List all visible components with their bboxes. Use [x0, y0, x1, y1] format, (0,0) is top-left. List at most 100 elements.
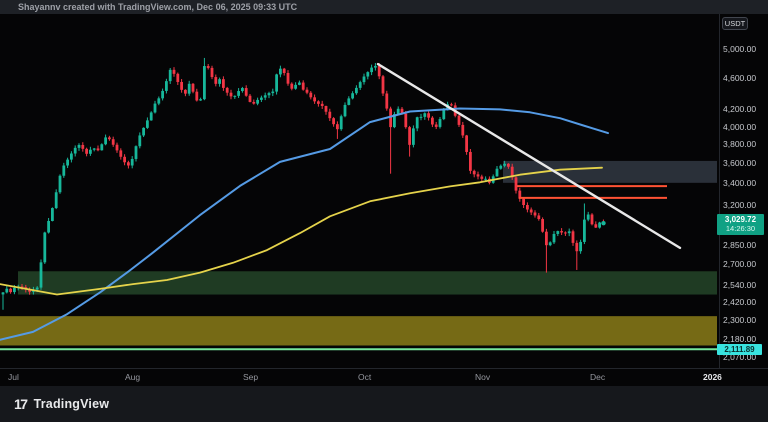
candle-body	[191, 83, 195, 92]
footer-bar: 17 TradingView	[0, 386, 768, 422]
candle-body	[309, 92, 313, 98]
candle-body	[210, 67, 214, 78]
candle-body	[108, 137, 111, 140]
candle-body	[244, 88, 248, 96]
candle-body	[35, 287, 39, 290]
price-tick-label: 4,200.00	[723, 104, 757, 115]
candle-body	[157, 98, 161, 104]
candle-body	[104, 137, 107, 145]
candle-body	[366, 72, 370, 77]
price-tick-label: 2,850.00	[723, 240, 757, 251]
candle-body	[583, 219, 586, 242]
price-tick-label: 3,800.00	[723, 139, 757, 150]
candle-body	[9, 288, 12, 293]
candle-body	[290, 83, 294, 89]
tradingview-wordmark[interactable]: TradingView	[33, 397, 110, 411]
candle-body	[248, 95, 252, 102]
candle-body	[381, 76, 385, 94]
price-tick-label: 3,200.00	[723, 199, 757, 210]
tradingview-logo-icon[interactable]: 17	[14, 396, 28, 412]
candle-body	[222, 79, 225, 88]
candle-body	[594, 224, 598, 228]
candle-body	[275, 74, 278, 92]
candle-body	[526, 205, 529, 210]
candle-body	[43, 232, 47, 263]
candle-body	[313, 97, 316, 102]
candle-body	[567, 231, 571, 234]
candle-body	[499, 165, 503, 169]
candle-body	[427, 113, 430, 118]
candle-body	[54, 192, 58, 209]
candle-body	[442, 110, 446, 120]
price-tick-label: 2,070.00	[723, 351, 757, 362]
price-tick-label: 2,180.00	[723, 333, 757, 344]
candle-body	[100, 144, 104, 151]
candle-body	[298, 82, 301, 85]
candle-body	[484, 178, 487, 180]
candle-body	[127, 162, 130, 166]
time-tick-label: Aug	[125, 372, 141, 382]
candle-body	[89, 149, 92, 154]
candle-body	[85, 148, 88, 154]
candle-body	[206, 66, 210, 68]
candle-body	[431, 117, 434, 125]
candle-body	[199, 99, 202, 101]
demand-zone[interactable]	[18, 271, 717, 295]
time-axis-separator	[0, 368, 768, 369]
candle-body	[237, 91, 240, 96]
candle-body	[62, 165, 66, 176]
candle-body	[225, 87, 229, 93]
candle-body	[518, 190, 522, 199]
candle-body	[301, 82, 305, 90]
price-axis-separator	[719, 14, 720, 368]
supply-zone[interactable]	[503, 160, 717, 183]
time-axis[interactable]: Jul Aug Sep Oct Nov Dec 2026	[0, 369, 722, 386]
alert-price-badge: 2,111.89	[717, 343, 762, 355]
ma-blue-line	[0, 107, 609, 341]
candle-body	[347, 98, 351, 105]
candle-body	[184, 89, 187, 94]
candle-body	[172, 69, 176, 74]
candle-body	[541, 219, 544, 232]
candle-body	[529, 209, 533, 213]
candle-body	[241, 88, 244, 92]
candle-body	[20, 286, 24, 288]
time-tick-label: Jul	[8, 372, 19, 382]
candle-body	[294, 84, 297, 89]
attribution-text: Shayannv created with TradingView.com, D…	[18, 2, 298, 12]
candle-body	[476, 174, 480, 177]
candle-body	[138, 135, 142, 147]
price-tick-label: 2,700.00	[723, 258, 757, 269]
candle-body	[370, 67, 373, 73]
candle-body	[180, 81, 183, 90]
candle-body	[480, 176, 484, 179]
last-price-badge: 3,029.72 14:26:30	[717, 214, 764, 236]
candle-body	[149, 112, 153, 121]
time-tick-label: Sep	[243, 372, 259, 382]
candle-body	[469, 151, 472, 171]
candle-body	[510, 166, 514, 178]
bar-countdown: 14:26:30	[725, 224, 756, 234]
candle-body	[233, 95, 237, 97]
last-price-dot	[601, 220, 606, 226]
candle-body	[28, 289, 31, 292]
candle-body	[419, 116, 423, 118]
candle-body	[260, 97, 263, 100]
candle-body	[70, 153, 73, 160]
candle-body	[263, 95, 267, 98]
candle-body	[408, 127, 411, 145]
currency-toggle-button[interactable]: USDT	[722, 17, 748, 30]
candle-body	[404, 113, 408, 128]
trendline[interactable]	[376, 62, 682, 250]
price-axis[interactable]: 5,000.00 4,600.00 4,200.00 4,000.00 3,800.00…	[720, 14, 768, 368]
time-tick-label: Nov	[475, 372, 491, 382]
candle-body	[92, 148, 96, 150]
candle-body	[461, 124, 465, 136]
price-tick-label: 2,300.00	[723, 314, 757, 325]
candle-body	[465, 135, 468, 152]
candle-body	[165, 81, 168, 91]
lower-demand-zone[interactable]	[0, 316, 717, 346]
candle-body	[187, 83, 191, 94]
candle-body	[142, 127, 145, 136]
candle-body	[66, 159, 69, 166]
